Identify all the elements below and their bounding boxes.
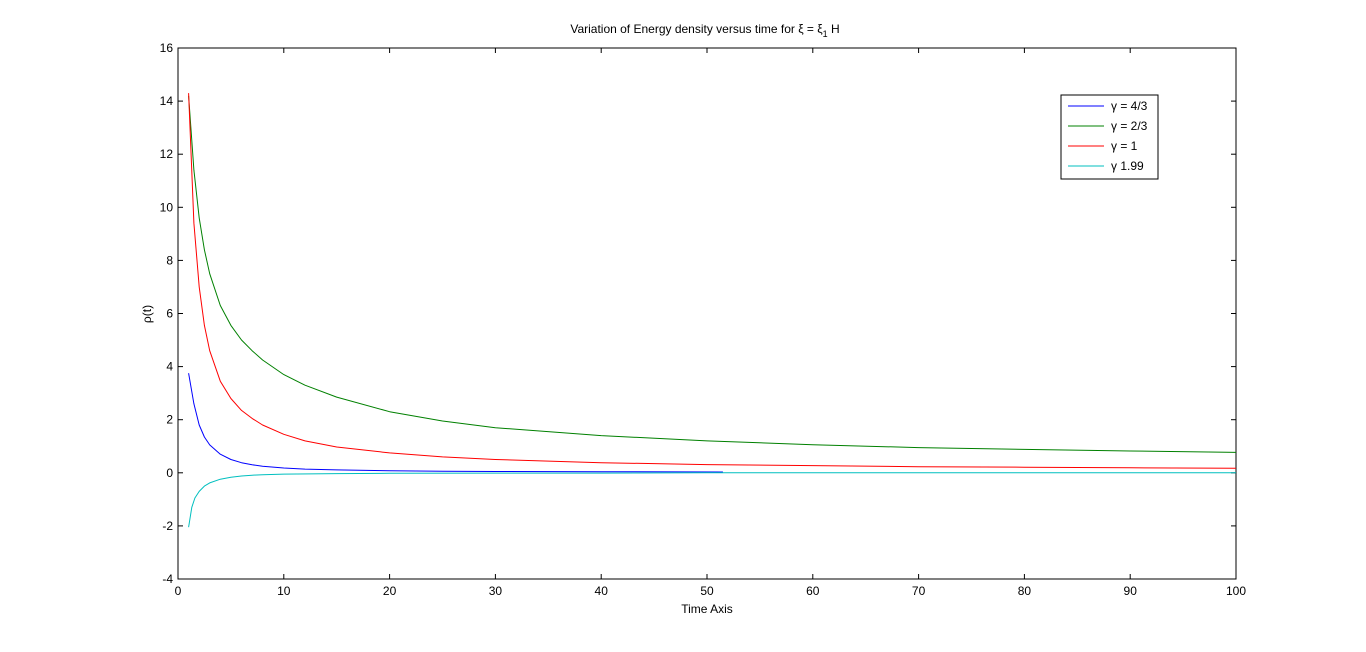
x-tick-label: 20: [383, 584, 397, 598]
series-line-3: [188, 93, 1237, 469]
x-tick-label: 100: [1226, 584, 1246, 598]
series-line-4: [188, 472, 1236, 528]
series-line-1: [188, 373, 723, 473]
y-tick-label: 6: [166, 307, 173, 321]
x-tick-label: 90: [1124, 584, 1138, 598]
y-tick-label: 12: [160, 147, 174, 161]
y-tick-label: -2: [162, 519, 173, 533]
legend-label-2: γ = 2/3: [1111, 119, 1148, 133]
chart-title-main: Variation of Energy density versus time …: [570, 22, 823, 36]
legend-label-1: γ = 4/3: [1111, 99, 1148, 113]
x-tick-label: 0: [175, 584, 182, 598]
chart-title: Variation of Energy density versus time …: [570, 22, 839, 39]
legend: γ = 4/3 γ = 2/3 γ = 1 γ 1.99: [1060, 94, 1159, 180]
chart-title-subscript: 1: [823, 29, 828, 39]
x-tick-label: 10: [277, 584, 291, 598]
x-axis-label: Time Axis: [681, 602, 733, 616]
legend-label-3: γ = 1: [1111, 139, 1138, 153]
y-axis-label: ρ(t): [140, 305, 154, 323]
y-tick-label: -4: [162, 572, 173, 586]
y-tick-label: 2: [166, 413, 173, 427]
x-tick-label: 50: [700, 584, 714, 598]
y-tick-label: 10: [160, 200, 174, 214]
ticks-layer: 0 10 20 30 40 50 60 70 80 90 100 -4 -2 0 2 4 6 8 10 12 14 16: [160, 41, 1247, 598]
y-tick-label: 8: [166, 253, 173, 267]
y-tick-label: 4: [166, 360, 173, 374]
series-line-2: [188, 95, 1237, 453]
x-tick-label: 30: [489, 584, 503, 598]
y-tick-label: 14: [160, 94, 174, 108]
x-tick-label: 70: [912, 584, 926, 598]
x-tick-label: 80: [1018, 584, 1032, 598]
plot-area: [177, 47, 1237, 580]
legend-label-4: γ 1.99: [1111, 159, 1144, 173]
y-tick-label: 16: [160, 41, 174, 55]
legend-box: [1060, 94, 1159, 180]
legend-items: γ = 4/3 γ = 2/3 γ = 1 γ 1.99: [1068, 99, 1148, 173]
y-tick-label: 0: [166, 466, 173, 480]
x-tick-label: 40: [595, 584, 609, 598]
x-tick-label: 60: [806, 584, 820, 598]
series-layer: [188, 93, 1237, 528]
chart-title-suffix: H: [828, 22, 840, 36]
